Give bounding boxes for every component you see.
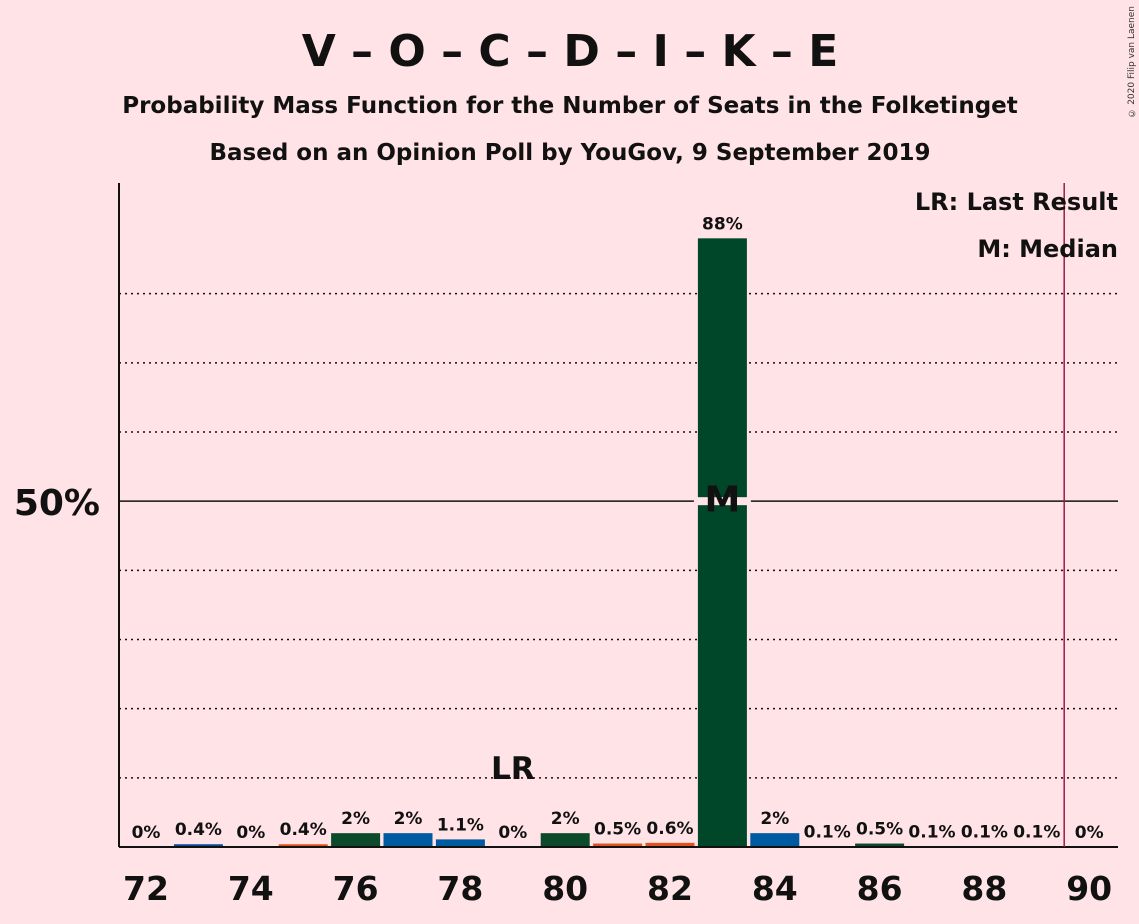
- bar-82: [645, 842, 695, 847]
- value-label-88: 0.1%: [961, 822, 1008, 842]
- value-labels: 0% 0.4% 0% 0.4%2% 2% 1.1% 0%2%0.5% 0.6%M88%2%0.…: [132, 214, 1104, 843]
- value-label-90: 0%: [1075, 823, 1104, 843]
- median-marker: M: [704, 480, 740, 521]
- value-label-82: 0.6%: [646, 819, 693, 839]
- bar-81: [593, 843, 643, 847]
- x-tick-label-82: 82: [647, 869, 693, 908]
- value-label-76: 2%: [341, 809, 370, 829]
- value-label-72: 0%: [132, 823, 161, 843]
- x-tick-label-76: 76: [333, 869, 379, 908]
- majority-line-gap: [693, 497, 751, 506]
- bar-80: [540, 833, 590, 847]
- value-label-84: 2%: [760, 809, 789, 829]
- gridlines: [119, 292, 1118, 779]
- x-tick-label-84: 84: [752, 869, 798, 908]
- x-tick-label-90: 90: [1066, 869, 1112, 908]
- value-label-79: 0%: [498, 823, 527, 843]
- bar-84: [750, 833, 800, 847]
- value-label-83: 88%: [702, 214, 743, 234]
- x-tick-label-74: 74: [228, 869, 274, 908]
- value-label-77: 2%: [394, 809, 423, 829]
- chart-subtitle-1: Probability Mass Function for the Number…: [122, 93, 1018, 119]
- value-label-86: 0.5%: [856, 820, 903, 840]
- bar-75: [278, 844, 328, 847]
- value-label-74: 0%: [236, 823, 265, 843]
- legend-median: M: Median: [977, 235, 1118, 263]
- value-label-75: 0.4%: [280, 820, 327, 840]
- legend-last-result: LR: Last Result: [915, 188, 1118, 216]
- x-tick-label-78: 78: [437, 869, 483, 908]
- bar-86: [855, 843, 905, 847]
- bars: [173, 238, 1062, 848]
- bar-76: [331, 833, 381, 847]
- value-label-87: 0.1%: [908, 822, 955, 842]
- value-label-80: 2%: [551, 809, 580, 829]
- value-label-89: 0.1%: [1013, 822, 1060, 842]
- axes: 50% 72 74 76 78 80 82 84 86 88 90: [14, 183, 1118, 908]
- value-label-85: 0.1%: [804, 822, 851, 842]
- bar-73: [173, 844, 223, 847]
- value-label-81: 0.5%: [594, 820, 641, 840]
- chart-title: V – O – C – D – I – K – E: [302, 26, 839, 77]
- chart-subtitle-2: Based on an Opinion Poll by YouGov, 9 Se…: [209, 140, 930, 166]
- x-tick-label-80: 80: [542, 869, 588, 908]
- x-tick-label-86: 86: [857, 869, 903, 908]
- bar-78: [435, 839, 485, 847]
- copyright-text: © 2020 Filip van Laenen: [1127, 6, 1137, 118]
- bar-83: [697, 238, 747, 848]
- x-tick-label-88: 88: [961, 869, 1007, 908]
- value-label-78: 1.1%: [437, 815, 484, 835]
- y-tick-label-50: 50%: [14, 483, 100, 524]
- x-tick-label-72: 72: [123, 869, 169, 908]
- last-result-marker: LR: [491, 751, 535, 787]
- value-label-73: 0.4%: [175, 820, 222, 840]
- bar-77: [383, 833, 433, 847]
